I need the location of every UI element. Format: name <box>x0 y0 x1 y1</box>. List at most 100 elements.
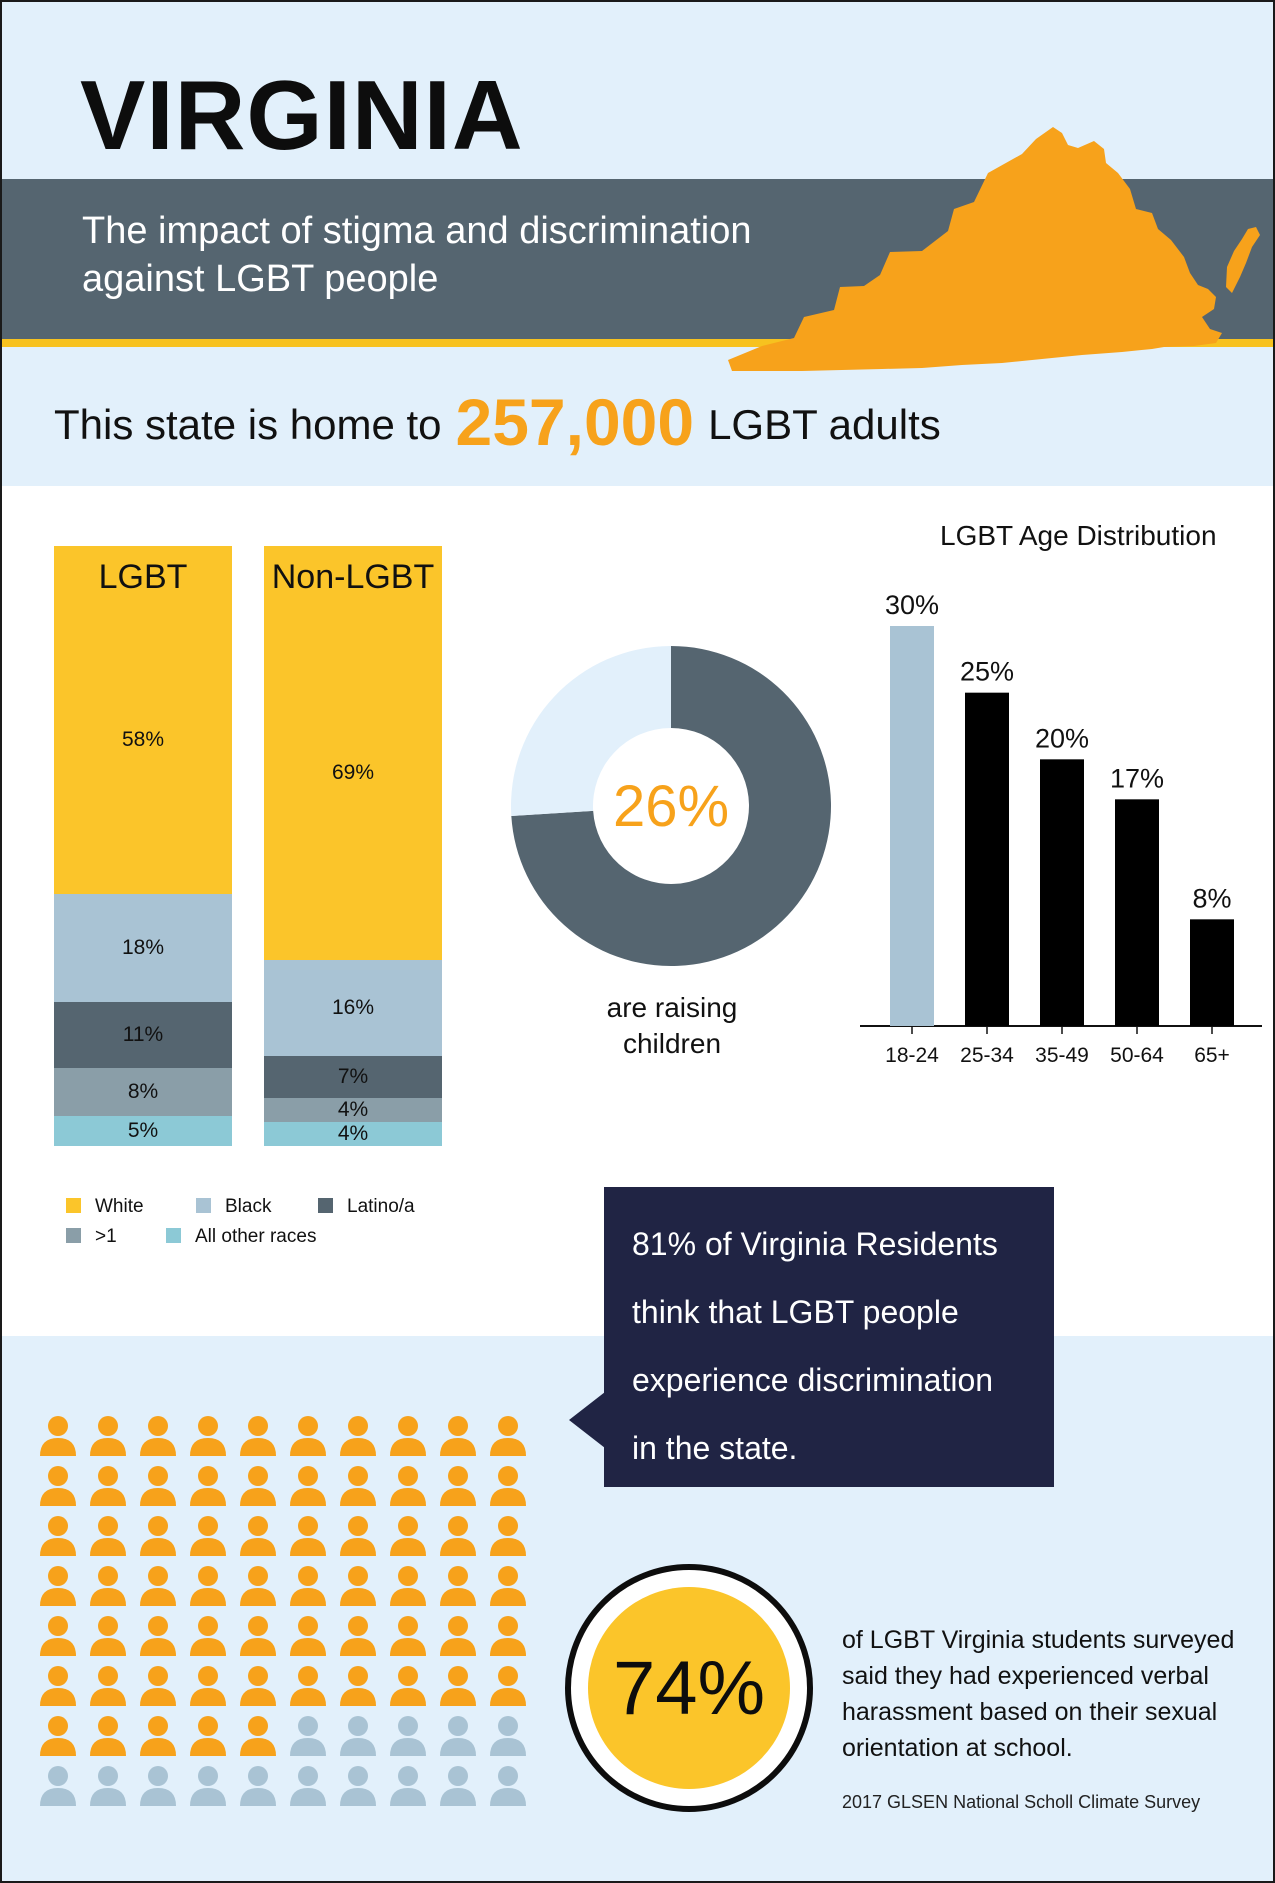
legend-item-multi: >1 <box>66 1226 117 1248</box>
segment-label: 7% <box>337 1065 369 1088</box>
person-icon-highlighted <box>190 1566 226 1606</box>
segment-label: 11% <box>122 1023 164 1046</box>
person-icon <box>40 1766 76 1806</box>
person-icon-highlighted <box>140 1466 176 1506</box>
person-icon-highlighted <box>140 1616 176 1656</box>
person-icon-highlighted <box>240 1716 276 1756</box>
person-icon-highlighted <box>190 1616 226 1656</box>
stacked-segment--1: 8% <box>54 1068 232 1116</box>
person-icon-highlighted <box>340 1666 376 1706</box>
person-icon <box>390 1766 426 1806</box>
person-icon-highlighted <box>440 1616 476 1656</box>
person-icon-highlighted <box>290 1416 326 1456</box>
virginia-map-icon <box>728 127 1260 371</box>
legend-label: Black <box>225 1196 272 1217</box>
donut-slice-other <box>511 646 831 966</box>
person-icon-highlighted <box>240 1466 276 1506</box>
person-icon-highlighted <box>190 1716 226 1756</box>
person-icon-highlighted <box>440 1416 476 1456</box>
person-icon <box>290 1766 326 1806</box>
segment-label: 18% <box>121 936 165 959</box>
person-icon-highlighted <box>240 1516 276 1556</box>
person-icon-highlighted <box>290 1516 326 1556</box>
donut-caption-line1: are raising <box>606 992 738 1023</box>
person-icon-highlighted <box>390 1616 426 1656</box>
quote-text: 81% of Virginia Residents think that LGB… <box>632 1210 1042 1482</box>
age-tick-label: 50-64 <box>1110 1044 1164 1067</box>
segment-label: 58% <box>121 728 165 751</box>
legend-swatch <box>166 1228 181 1243</box>
person-icon-highlighted <box>290 1566 326 1606</box>
person-icon-highlighted <box>190 1466 226 1506</box>
legend-swatch <box>318 1198 333 1213</box>
person-icon-highlighted <box>490 1616 526 1656</box>
person-icon-highlighted <box>90 1566 126 1606</box>
person-icon-highlighted <box>340 1416 376 1456</box>
age-bar-18-24 <box>890 626 934 1026</box>
person-icon-highlighted <box>190 1416 226 1456</box>
person-icon-highlighted <box>390 1466 426 1506</box>
population-suffix: LGBT adults <box>708 401 941 448</box>
person-icon-highlighted <box>240 1666 276 1706</box>
harassment-stat-value: 74% <box>588 1587 790 1789</box>
legend-swatch <box>196 1198 211 1213</box>
banner-stripe <box>2 339 1273 347</box>
age-tick-label: 18-24 <box>885 1044 939 1067</box>
stacked-segment-white: 69% <box>264 546 442 960</box>
person-icon-highlighted <box>140 1716 176 1756</box>
legend-item-other: All other races <box>166 1226 316 1248</box>
stacked-segment-latino-a: 7% <box>264 1056 442 1098</box>
person-icon-highlighted <box>240 1616 276 1656</box>
quote-line: 81% of Virginia Residents <box>632 1226 998 1262</box>
legend-item-latino: Latino/a <box>318 1196 415 1218</box>
stacked-segment-black: 18% <box>54 894 232 1002</box>
person-icon-highlighted <box>290 1666 326 1706</box>
legend-item-black: Black <box>196 1196 271 1218</box>
population-number: 257,000 <box>455 385 695 459</box>
person-icon <box>340 1766 376 1806</box>
stacked-segment-white: 58% <box>54 546 232 894</box>
stacked-bar-non-lgbt: Non-LGBT 69% 16% 7% 4% 4% <box>264 546 442 1146</box>
age-chart-title: LGBT Age Distribution <box>940 520 1217 551</box>
page-subtitle: The impact of stigma and discrimination … <box>82 210 752 300</box>
donut-caption-line2: children <box>622 1028 722 1059</box>
person-icon-highlighted <box>40 1466 76 1506</box>
person-icon-highlighted <box>340 1616 376 1656</box>
person-icon-highlighted <box>390 1666 426 1706</box>
person-icon-highlighted <box>190 1666 226 1706</box>
age-bar-25-34 <box>965 692 1009 1026</box>
person-icon-highlighted <box>290 1616 326 1656</box>
person-icon <box>490 1766 526 1806</box>
person-icon-highlighted <box>490 1466 526 1506</box>
quote-line: think that LGBT people <box>632 1294 959 1330</box>
age-bar-value-label: 20% <box>1035 723 1089 753</box>
age-bar-value-label: 30% <box>885 590 939 620</box>
people-grid-chart <box>40 1416 526 1806</box>
population-statement: This state is home to 257,000 LGBT adults <box>54 384 941 460</box>
stacked-segment-latino-a: 11% <box>54 1002 232 1068</box>
legend-label: Latino/a <box>347 1196 415 1217</box>
person-icon-highlighted <box>140 1566 176 1606</box>
children-donut-chart: 26% <box>511 646 831 966</box>
age-tick-label: 65+ <box>1194 1044 1230 1067</box>
donut-value-label: 26% <box>613 774 729 839</box>
person-icon-highlighted <box>40 1616 76 1656</box>
stacked-segment-black: 16% <box>264 960 442 1056</box>
quote-line: in the state. <box>632 1430 798 1466</box>
person-icon-highlighted <box>490 1516 526 1556</box>
person-icon-highlighted <box>240 1416 276 1456</box>
stacked-segment-all-other-races: 5% <box>54 1116 232 1146</box>
source-citation: 2017 GLSEN National Scholl Climate Surve… <box>842 1792 1201 1812</box>
age-bar-35-49 <box>1040 759 1084 1026</box>
harassment-stat-ring: 74% <box>565 1564 813 1812</box>
person-icon-highlighted <box>240 1566 276 1606</box>
person-icon-highlighted <box>490 1566 526 1606</box>
donut-slice-raising-children <box>511 646 671 817</box>
person-icon-highlighted <box>490 1666 526 1706</box>
person-icon-highlighted <box>440 1566 476 1606</box>
person-icon-highlighted <box>40 1666 76 1706</box>
stacked-bar-lgbt: LGBT 58% 18% 11% 8% 5% <box>54 546 232 1146</box>
legend-label: White <box>95 1196 144 1217</box>
quote-pointer <box>569 1392 605 1448</box>
